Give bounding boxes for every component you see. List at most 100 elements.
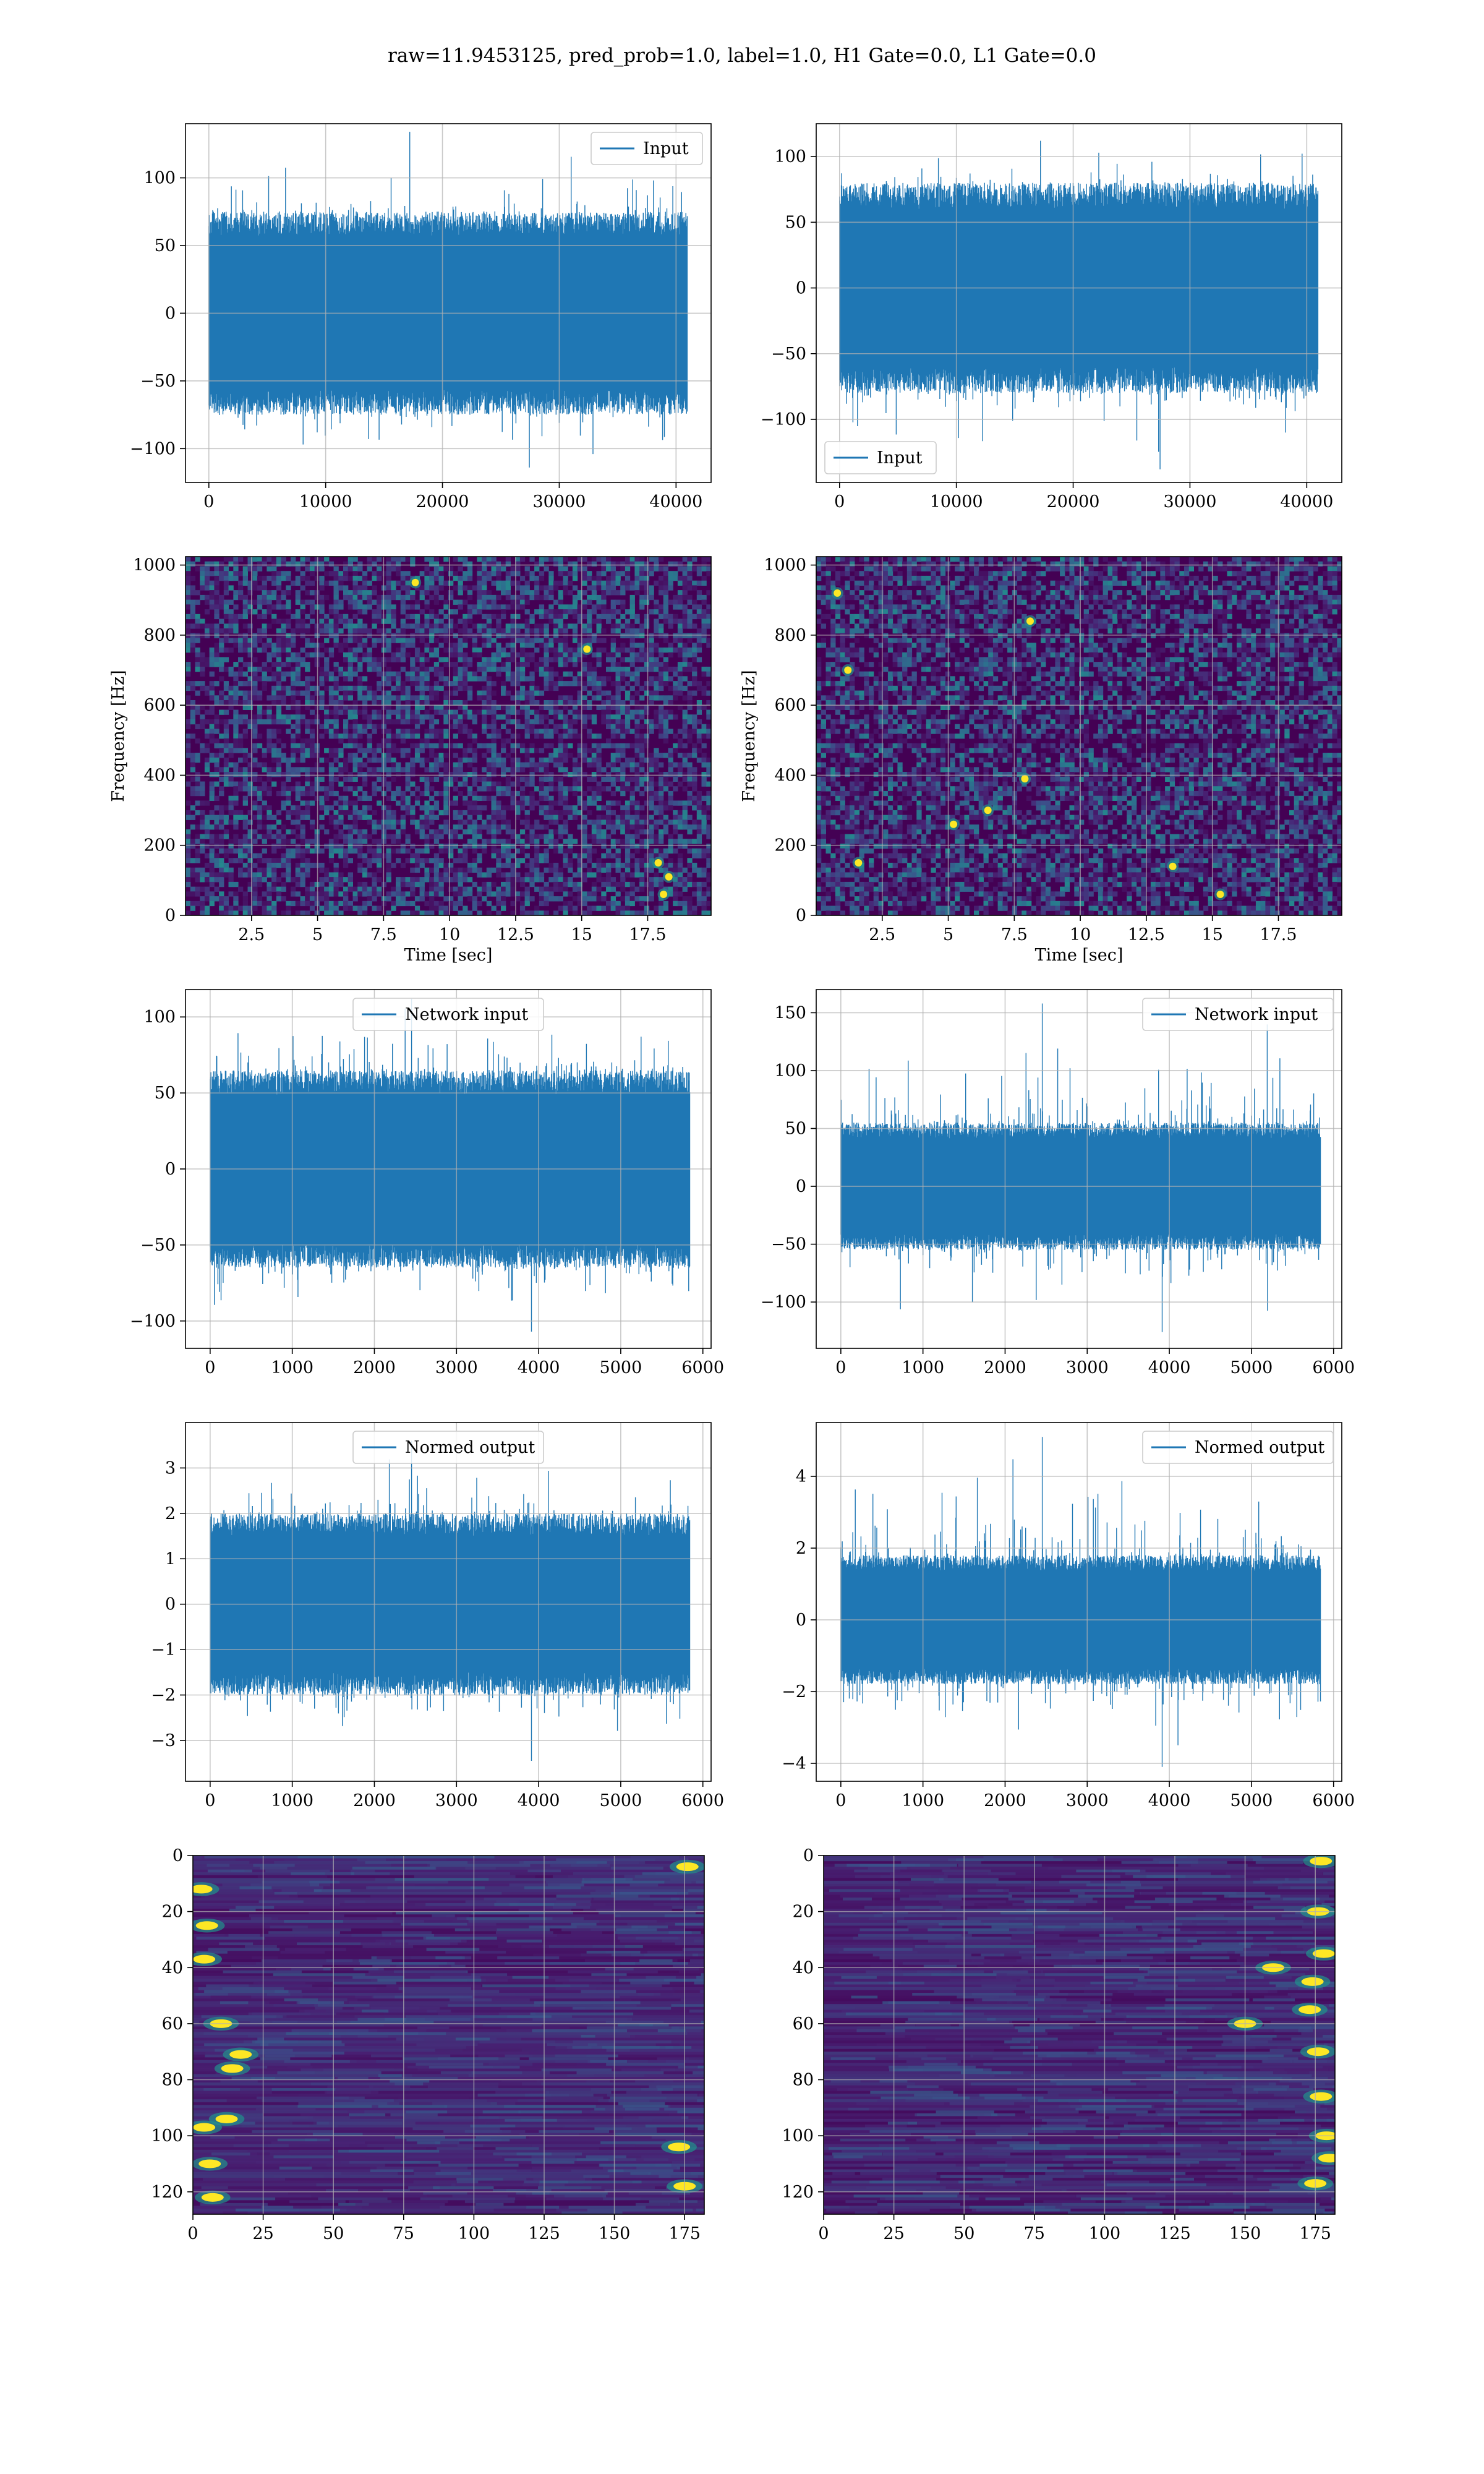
axes-frame [823, 1855, 1336, 2215]
legend-label: Network input [405, 1005, 528, 1024]
y-tick-label: 20 [793, 1903, 814, 1922]
y-tick-label: 0 [173, 1846, 183, 1865]
y-tick-label: 600 [143, 696, 176, 715]
legend: Input [591, 132, 703, 165]
y-tick-label: 80 [162, 2071, 183, 2090]
legend: Network input [352, 998, 544, 1031]
grid-lines [816, 990, 1342, 1348]
heatmap-hotspot-core [1310, 2092, 1333, 2101]
x-tick-label: 150 [599, 2224, 631, 2243]
heatmap-hotspot-core [198, 2159, 221, 2168]
y-tick-label: −50 [771, 1235, 806, 1254]
y-tick-label: −100 [130, 439, 176, 458]
h1-network-input-panel: 0 1000 2000 3000 4000 5000 6000 −100 −50 0 50 100 Ne… [130, 989, 724, 1377]
x-tick-label: 125 [528, 2224, 560, 2243]
x-tick-label: 150 [1229, 2224, 1261, 2243]
x-tick-label: 20000 [416, 492, 469, 511]
y-tick-label: −50 [140, 372, 176, 391]
x-tick-label: 25 [883, 2224, 904, 2243]
x-tick-label: 25 [252, 2224, 273, 2243]
y-tick-label: 100 [151, 2126, 183, 2146]
x-tick-label: 4000 [518, 1791, 560, 1810]
y-tick-label: 0 [796, 1611, 806, 1630]
heatmap-hotspot-core [193, 1954, 216, 1964]
heatmap-cells [816, 557, 1342, 915]
x-tick-label: 1000 [902, 1358, 944, 1377]
y-tick-label: 0 [796, 1177, 806, 1196]
y-tick-label: 100 [774, 147, 806, 166]
heatmap-hotspot-core [221, 2064, 244, 2073]
grid-lines [186, 124, 711, 482]
x-tick-label: 0 [187, 2224, 198, 2243]
grid-lines [186, 1423, 711, 1781]
axes-frame [816, 556, 1342, 916]
y-tick-label: −100 [130, 1312, 176, 1331]
y-tick-label: 0 [796, 279, 806, 298]
y-tick-label: 50 [785, 213, 806, 232]
legend: Normed output [352, 1431, 544, 1464]
heatmap-hotspot-core [665, 873, 673, 881]
grid-lines [186, 990, 711, 1348]
x-tick-label: 5000 [1230, 1791, 1273, 1810]
legend-label: Network input [1195, 1005, 1318, 1024]
y-axis-label: Frequency [Hz] [740, 670, 759, 802]
x-tick-label: 6000 [1312, 1358, 1355, 1377]
x-tick-label: 2000 [984, 1791, 1026, 1810]
legend-box [352, 1431, 544, 1464]
heatmap-cells [186, 557, 711, 915]
heatmap-hotspot-core [195, 1921, 218, 1930]
y-tick-label: 100 [143, 169, 176, 188]
y-tick-label: 150 [774, 1003, 806, 1022]
x-tick-label: 6000 [681, 1791, 724, 1810]
x-tick-label: 75 [393, 2224, 414, 2243]
x-tick-label: 2000 [353, 1358, 396, 1377]
x-tick-label: 10000 [930, 492, 983, 511]
x-tick-label: 20000 [1047, 492, 1100, 511]
y-tick-label: 600 [774, 696, 806, 715]
l1-spectrogram-plot-area [816, 557, 1342, 915]
y-tick-label: −50 [771, 345, 806, 364]
heatmap-hotspot-core [855, 859, 863, 867]
x-tick-label: 3000 [1066, 1358, 1109, 1377]
y-tick-label: 200 [774, 836, 806, 855]
x-tick-label: 5000 [1230, 1358, 1273, 1377]
x-tick-label: 0 [834, 492, 845, 511]
axes-frame [185, 556, 712, 916]
legend-label: Normed output [405, 1438, 535, 1457]
heatmap-hotspot-core [668, 2142, 691, 2152]
l1-input-panel: 0 10000 20000 30000 40000 −100 −50 0 50 100 Input [761, 123, 1342, 511]
x-tick-label: 40000 [1280, 492, 1333, 511]
heatmap-hotspot-core [201, 2193, 224, 2202]
y-tick-label: −2 [151, 1686, 176, 1705]
figure-title: raw=11.9453125, pred_prob=1.0, label=1.0… [388, 45, 1096, 67]
x-tick-label: 5000 [600, 1358, 642, 1377]
heatmap-hotspot-core [1312, 1949, 1335, 1958]
y-tick-label: 0 [165, 906, 176, 925]
x-tick-label: 0 [835, 1358, 846, 1377]
x-tick-label: 4000 [518, 1358, 560, 1377]
legend-label: Normed output [1195, 1438, 1324, 1457]
y-tick-label: 0 [803, 1846, 814, 1865]
x-tick-label: 75 [1024, 2224, 1045, 2243]
x-tick-label: 100 [458, 2224, 490, 2243]
legend: Input [824, 441, 937, 474]
y-tick-label: 100 [782, 2126, 814, 2146]
y-tick-label: −50 [140, 1236, 176, 1255]
axes-frame [816, 123, 1342, 483]
y-tick-label: 50 [155, 236, 176, 255]
x-tick-label: 12.5 [497, 925, 534, 944]
heatmap-hotspot-core [1026, 617, 1034, 625]
y-tick-label: 50 [155, 1084, 176, 1103]
x-tick-label: 2000 [984, 1358, 1026, 1377]
y-tick-label: −100 [761, 1293, 806, 1312]
y-tick-label: 100 [143, 1008, 176, 1027]
x-tick-label: 15 [1202, 925, 1223, 944]
x-tick-label: 0 [818, 2224, 829, 2243]
x-tick-label: 6000 [1312, 1791, 1355, 1810]
h1-spectrogram-plot-area [186, 557, 711, 915]
x-tick-label: 2.5 [238, 925, 265, 944]
y-tick-label: 2 [796, 1539, 806, 1558]
x-tick-label: 0 [203, 492, 214, 511]
h1-feature-map-panel: 0 25 50 75 100 125 150 175 0 20 40 60 80 100 120 [151, 1846, 705, 2243]
